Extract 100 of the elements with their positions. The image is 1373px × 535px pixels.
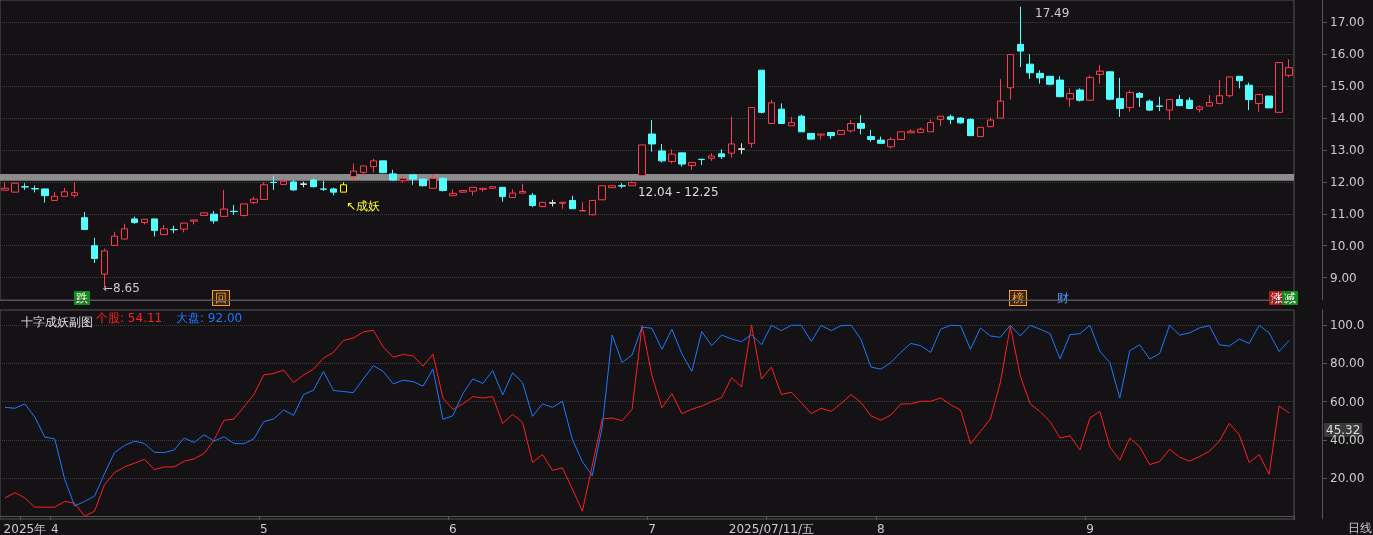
candlestick — [618, 182, 626, 189]
candlestick — [449, 188, 457, 197]
annotation: 17.49 — [1035, 6, 1070, 20]
candlestick — [748, 107, 755, 149]
candlestick — [320, 180, 327, 192]
candlestick — [1285, 58, 1293, 78]
candlestick — [569, 195, 576, 210]
candlestick — [379, 160, 387, 174]
candlestick — [967, 117, 974, 137]
y-tick-label: 100.0 — [1330, 318, 1365, 333]
candlestick — [648, 119, 656, 153]
x-tick-label: 8 — [877, 522, 885, 535]
candlestick — [310, 178, 317, 188]
candlestick — [1245, 82, 1253, 111]
candlestick — [1226, 76, 1233, 98]
candlestick — [1216, 79, 1223, 105]
candlestick — [549, 199, 556, 207]
candlestick — [170, 225, 178, 234]
candlestick — [479, 187, 487, 192]
candlestick — [598, 185, 606, 201]
candlestick — [160, 224, 168, 236]
candlestick — [758, 69, 765, 114]
x-tick-label: 2025/07/11/五 — [728, 522, 815, 535]
candlestick — [399, 174, 407, 184]
candlestick — [937, 115, 944, 127]
candlestick — [1206, 94, 1213, 107]
candlestick — [827, 131, 835, 140]
y-tick-label: 9.00 — [1330, 270, 1357, 285]
candlestick — [260, 181, 268, 200]
candlestick — [131, 216, 138, 225]
candlestick — [589, 199, 596, 216]
candlestick — [290, 179, 297, 192]
candlestick — [71, 181, 78, 199]
candlestick — [280, 177, 287, 185]
candlestick — [678, 152, 686, 168]
candlestick — [1036, 69, 1044, 85]
candlestick — [469, 186, 477, 197]
candlestick — [1056, 75, 1064, 98]
candlestick — [1275, 62, 1283, 113]
candlestick — [1007, 54, 1014, 101]
candlestick — [340, 181, 347, 193]
candlestick — [429, 173, 437, 189]
candlestick — [768, 99, 775, 125]
candlestick — [81, 211, 88, 230]
candlestick — [499, 186, 506, 203]
candlestick — [1, 181, 9, 191]
candlestick — [579, 201, 586, 212]
annotation: : 54.11 — [120, 311, 163, 325]
candlestick — [389, 169, 397, 182]
candlestick — [987, 117, 994, 128]
candlestick — [728, 116, 735, 159]
candlestick — [1046, 75, 1054, 86]
candlestick — [1026, 53, 1034, 80]
candlestick — [957, 116, 964, 125]
y-tick-label: 17.00 — [1330, 15, 1365, 30]
y-tick-label: 80.00 — [1330, 356, 1365, 371]
candlestick — [947, 114, 954, 125]
text: 十字成妖副图 — [21, 315, 93, 329]
candlestick — [91, 237, 98, 264]
candlestick — [41, 188, 49, 204]
candlestick — [1166, 99, 1173, 121]
candlestick — [200, 211, 208, 216]
candlestick — [509, 188, 516, 199]
candlestick — [997, 78, 1004, 119]
candlestick — [21, 182, 29, 191]
candlestick — [111, 231, 118, 246]
text: 日线 — [1348, 521, 1372, 535]
candlestick — [638, 144, 646, 177]
candlestick — [220, 189, 228, 217]
candlestick — [1146, 99, 1153, 112]
candlestick — [798, 114, 805, 133]
candlestick — [867, 129, 875, 143]
candlestick — [877, 136, 885, 144]
candlestick — [847, 119, 855, 133]
x-tick-label: 4 — [50, 522, 59, 535]
candlestick — [1136, 91, 1143, 108]
y-tick-label: 16.00 — [1330, 47, 1365, 62]
candlestick — [270, 175, 277, 191]
candlestick — [519, 183, 526, 194]
candlestick — [1156, 96, 1163, 112]
candlestick — [1076, 87, 1084, 102]
text: 个股 — [96, 311, 120, 325]
candlestick — [1086, 74, 1094, 101]
candlestick — [459, 190, 467, 194]
y-tick-label: 12.00 — [1330, 174, 1365, 189]
candlestick — [977, 126, 984, 138]
candlestick — [489, 186, 496, 190]
candlestick — [668, 148, 676, 164]
candlestick — [887, 136, 895, 149]
candlestick — [1236, 75, 1243, 89]
candlestick — [11, 181, 19, 193]
candlestick — [788, 116, 795, 127]
candlestick — [419, 178, 427, 187]
candlestick — [350, 162, 357, 182]
candlestick — [1126, 89, 1134, 113]
candlestick — [1186, 96, 1193, 110]
candlestick — [151, 218, 158, 237]
candlestick — [1106, 71, 1114, 101]
candlestick — [857, 114, 865, 135]
candlestick — [688, 161, 696, 171]
